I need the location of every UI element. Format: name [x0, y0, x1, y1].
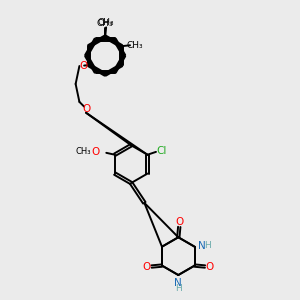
Text: H: H	[175, 284, 182, 293]
Text: O: O	[92, 147, 100, 157]
Text: CH₃: CH₃	[126, 41, 143, 50]
Text: O: O	[206, 262, 214, 272]
Text: CH₃: CH₃	[76, 147, 91, 156]
Text: O: O	[83, 104, 91, 114]
Text: H: H	[205, 241, 211, 250]
Text: Cl: Cl	[156, 146, 167, 156]
Text: CH₃: CH₃	[98, 18, 114, 27]
Text: O: O	[175, 217, 183, 227]
Text: CH₃: CH₃	[97, 19, 113, 28]
Text: O: O	[79, 61, 87, 71]
Text: N: N	[174, 278, 182, 288]
Text: N: N	[198, 241, 206, 251]
Text: O: O	[143, 262, 151, 272]
